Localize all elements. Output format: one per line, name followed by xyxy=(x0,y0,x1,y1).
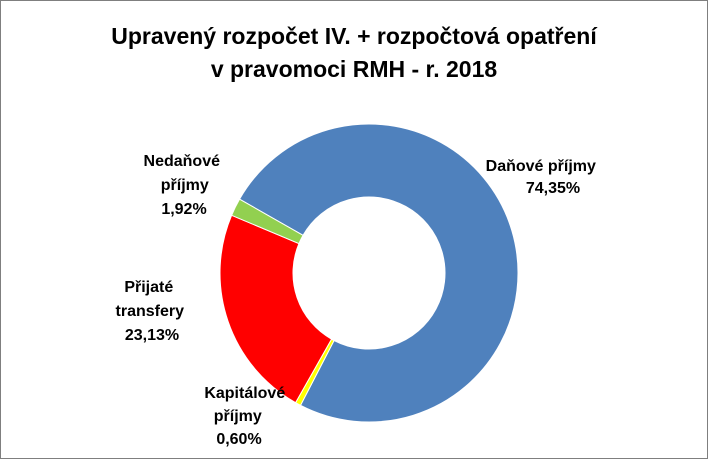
slice-label-nedanove-prijmy: Nedaňové příjmy 1,92% xyxy=(144,153,225,218)
slice-label-kapitalove-prijmy: Kapitálové příjmy 0,60% xyxy=(204,385,289,448)
slice-danove-prijmy xyxy=(238,123,519,423)
slice-label-prijate-transfery-name-1: Přijaté xyxy=(124,279,173,296)
chart-title: Upravený rozpočet IV. + rozpočtová opatř… xyxy=(0,20,708,86)
chart-title-line-2: v pravomoci RMH - r. 2018 xyxy=(210,56,498,82)
chart-title-line-1: Upravený rozpočet IV. + rozpočtová opatř… xyxy=(111,23,597,49)
slice-prijate-transfery xyxy=(219,214,333,404)
slice-label-danove-prijmy-value: 74,35% xyxy=(526,180,580,197)
slice-label-nedanove-prijmy-name-2: příjmy xyxy=(161,177,209,194)
slice-label-kapitalove-prijmy-value: 0,60% xyxy=(216,431,261,448)
slice-label-prijate-transfery: Přijaté transfery 23,13% xyxy=(116,279,189,344)
slice-label-prijate-transfery-value: 23,13% xyxy=(125,327,179,344)
slice-label-nedanove-prijmy-value: 1,92% xyxy=(161,201,206,218)
slice-label-nedanove-prijmy-name-1: Nedaňové xyxy=(144,153,221,170)
slice-nedanove-prijmy xyxy=(230,198,304,245)
slice-label-danove-prijmy: Daňové příjmy 74,35% xyxy=(486,158,601,197)
slice-label-danove-prijmy-name: Daňové příjmy xyxy=(486,158,596,175)
slice-label-kapitalove-prijmy-name-1: Kapitálové xyxy=(204,385,285,402)
slice-label-prijate-transfery-name-2: transfery xyxy=(116,303,185,320)
slice-label-kapitalove-prijmy-name-2: příjmy xyxy=(214,408,262,425)
doughnut-slices xyxy=(219,123,519,423)
